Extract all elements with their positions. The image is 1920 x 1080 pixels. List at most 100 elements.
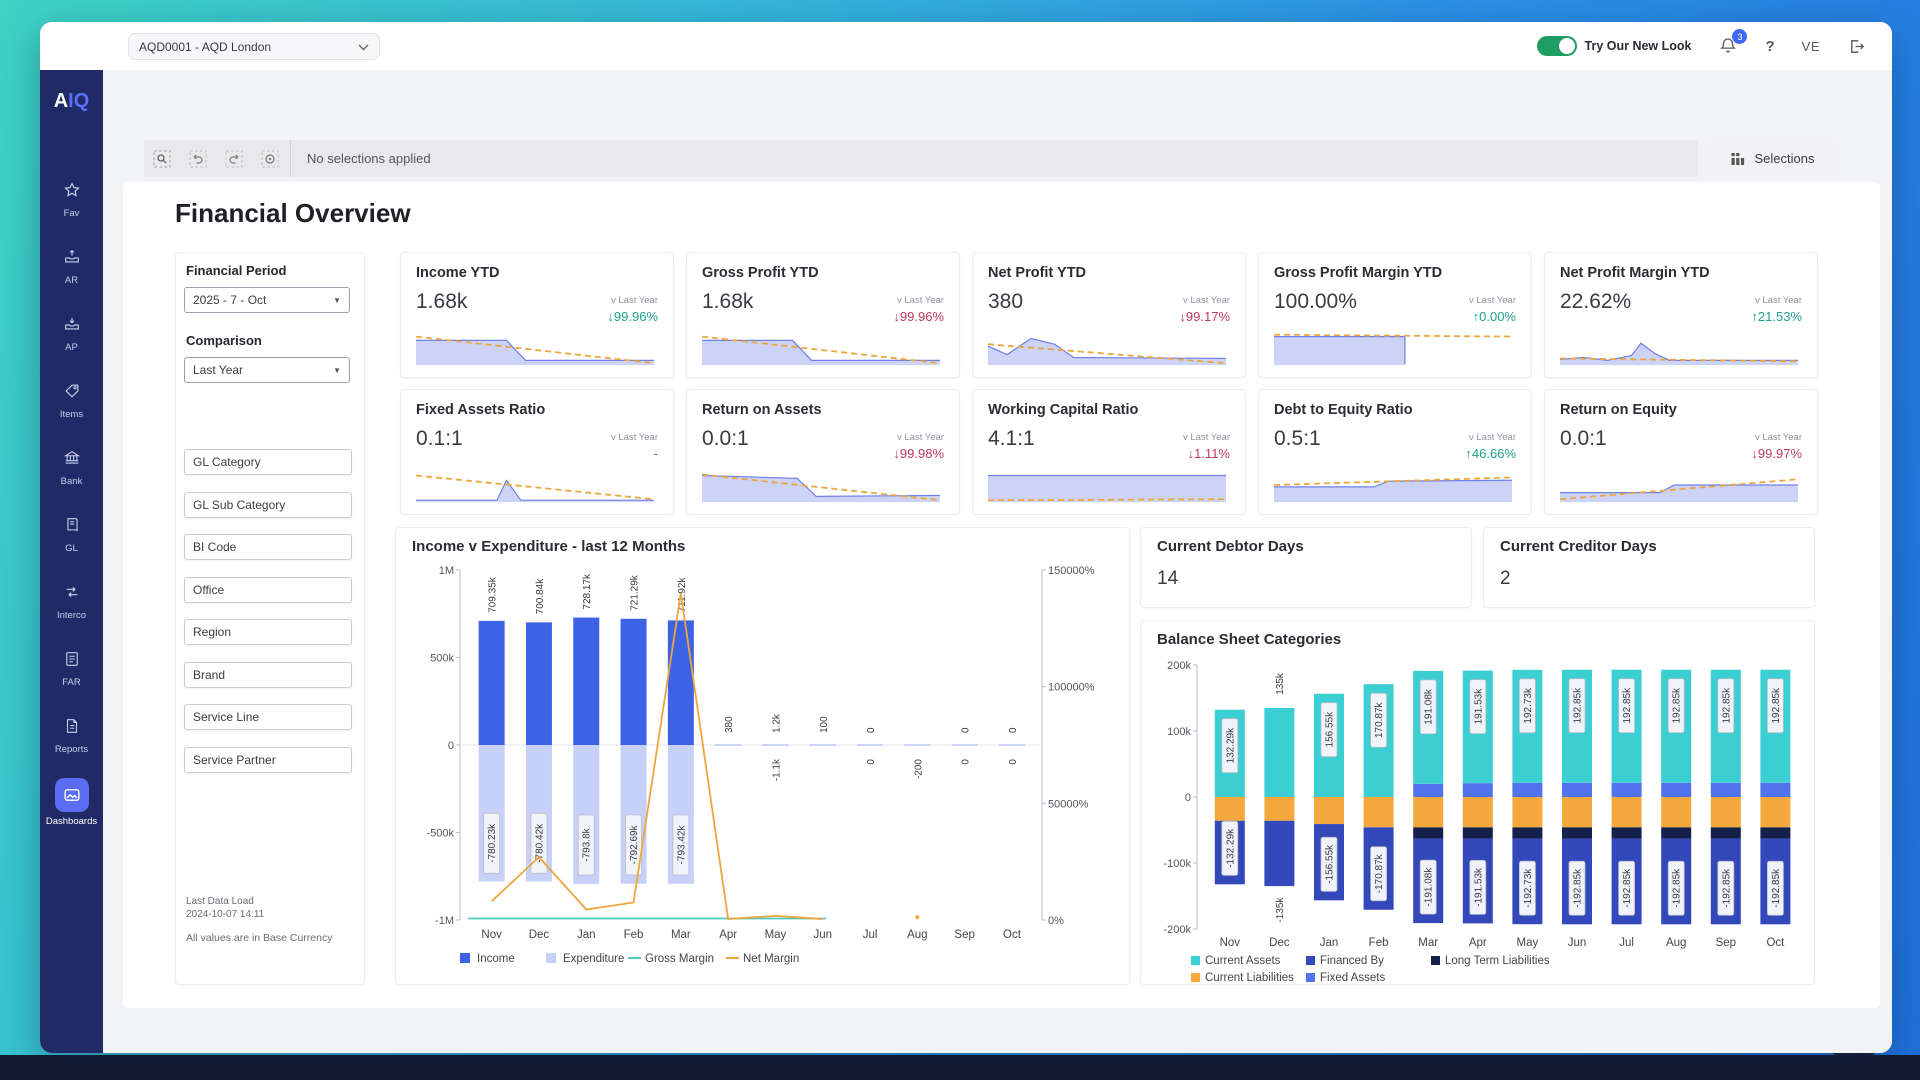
- svg-text:Oct: Oct: [1766, 937, 1785, 949]
- sidebar-item-reports[interactable]: Reports: [40, 702, 103, 769]
- svg-text:100: 100: [819, 716, 830, 733]
- svg-text:-192.73k: -192.73k: [1523, 868, 1534, 908]
- svg-text:200k: 200k: [1167, 660, 1191, 672]
- filter-service-partner[interactable]: Service Partner: [184, 746, 352, 773]
- notifications-button[interactable]: 3: [1718, 29, 1748, 56]
- balance-sheet-plot[interactable]: 200k 100k 0 -100k -200k 132.29k -132.29k Nov 135…: [1141, 651, 1816, 985]
- page-title: Financial Overview: [175, 198, 411, 228]
- chart-title: Balance Sheet Categories: [1157, 631, 1342, 648]
- comparison-select[interactable]: Last Year ▼: [184, 357, 350, 383]
- kpi-sparkline: [702, 329, 940, 366]
- svg-text:50000%: 50000%: [1048, 798, 1089, 810]
- kpi-sparkline: [1560, 466, 1798, 503]
- selections-button[interactable]: Selections: [1708, 140, 1836, 177]
- sidebar-item-bank[interactable]: Bank: [40, 434, 103, 501]
- new-look-toggle-group: Try Our New Look: [1536, 36, 1692, 56]
- svg-text:Jun: Jun: [813, 929, 832, 941]
- svg-text:Long Term Liabilities: Long Term Liabilities: [1445, 955, 1550, 967]
- filter-brand[interactable]: Brand: [184, 661, 352, 688]
- sidebar-item-ap[interactable]: AP: [40, 300, 103, 367]
- debtor-days-value: 14: [1157, 568, 1179, 589]
- svg-text:Aug: Aug: [907, 929, 927, 941]
- ap-tray-down-icon: [63, 315, 81, 338]
- svg-text:Sep: Sep: [954, 929, 974, 941]
- kpi-sparkline: [988, 329, 1226, 366]
- current-creditor-days-card: Current Creditor Days 2: [1483, 527, 1815, 608]
- clear-selections-button[interactable]: [252, 140, 288, 177]
- income-expenditure-plot[interactable]: 1M 500k 0 -500k -1M 150000% 100000% 50000% 0% 709…: [396, 564, 1131, 986]
- selections-grid-icon: [1731, 152, 1744, 165]
- filter-gl-sub-category[interactable]: GL Sub Category: [184, 491, 352, 518]
- sidebar-item-label: Interco: [56, 609, 87, 621]
- svg-text:Jul: Jul: [1619, 937, 1634, 949]
- help-button[interactable]: ?: [1765, 38, 1774, 55]
- svg-text:Dec: Dec: [529, 929, 550, 941]
- svg-text:728.17k: 728.17k: [582, 573, 593, 610]
- svg-text:-192.85k: -192.85k: [1721, 868, 1732, 908]
- filter-region[interactable]: Region: [184, 619, 352, 645]
- kpi-delta: ↓99.96%: [893, 309, 944, 324]
- kpi-net-profit-margin-ytd: Net Profit Margin YTD 22.62% v Last Year…: [1544, 252, 1818, 378]
- svg-text:-792.69k: -792.69k: [629, 824, 640, 864]
- last-data-load: Last Data Load 2024-10-07 14:11: [186, 896, 265, 920]
- sidebar-item-dashboards[interactable]: Dashboards: [40, 769, 103, 836]
- kpi-sparkline: [416, 466, 654, 503]
- sidebar-item-items[interactable]: Items: [40, 367, 103, 434]
- clear-icon: [261, 150, 279, 167]
- kpi-delta: ↓99.97%: [1751, 446, 1802, 461]
- company-selector-dropdown[interactable]: AQD0001 - AQD London: [128, 33, 380, 60]
- step-back-button[interactable]: [180, 140, 216, 177]
- sidebar-item-interco[interactable]: Interco: [40, 568, 103, 635]
- tag-icon: [63, 382, 81, 405]
- svg-text:Current Assets: Current Assets: [1205, 955, 1281, 967]
- sidebar-item-ar[interactable]: AR: [40, 233, 103, 300]
- report-document-icon: [63, 717, 81, 740]
- sidebar-item-label: Bank: [60, 475, 83, 487]
- svg-text:Aug: Aug: [1666, 937, 1686, 949]
- kpi-sparkline: [416, 329, 654, 366]
- app-logo: A IQ: [53, 89, 90, 112]
- income-expenditure-chart[interactable]: Income v Expenditure - last 12 Months 1M…: [395, 527, 1130, 985]
- smart-search-button[interactable]: [144, 140, 180, 177]
- filter-service-line[interactable]: Service Line: [184, 704, 352, 730]
- sidebar-item-far[interactable]: FAR: [40, 635, 103, 702]
- svg-text:Sep: Sep: [1716, 937, 1736, 949]
- svg-text:100k: 100k: [1167, 726, 1191, 738]
- sidebar-item-fav[interactable]: Fav: [40, 166, 103, 233]
- svg-text:-780.23k: -780.23k: [487, 823, 498, 863]
- svg-text:Jan: Jan: [1320, 937, 1339, 949]
- sidebar-item-label: Reports: [54, 743, 89, 755]
- svg-text:-192.85k: -192.85k: [1771, 868, 1782, 908]
- undo-icon: [189, 150, 207, 167]
- kpi-net-profit-ytd: Net Profit YTD 380 v Last Year ↓99.17%: [972, 252, 1246, 378]
- svg-text:0: 0: [1008, 759, 1019, 765]
- svg-text:721.29k: 721.29k: [630, 574, 641, 611]
- kpi-fixed-assets-ratio: Fixed Assets Ratio 0.1:1 v Last Year -: [400, 389, 674, 515]
- balance-sheet-chart[interactable]: Balance Sheet Categories 200k 100k 0 -100k -…: [1140, 620, 1815, 985]
- kpi-return-on-assets: Return on Assets 0.0:1 v Last Year ↓99.98…: [686, 389, 960, 515]
- sidebar-item-label: GL: [65, 542, 78, 554]
- svg-text:0: 0: [866, 727, 877, 733]
- svg-text:150000%: 150000%: [1048, 565, 1095, 577]
- svg-text:192.85k: 192.85k: [1771, 687, 1782, 724]
- svg-text:0: 0: [961, 759, 972, 765]
- logout-icon: [1851, 39, 1865, 53]
- filter-office[interactable]: Office: [184, 576, 352, 603]
- filter-bi-code[interactable]: BI Code: [184, 534, 352, 560]
- comparison-label: Comparison: [186, 333, 262, 348]
- sidebar-item-gl[interactable]: GL: [40, 501, 103, 568]
- step-forward-button[interactable]: [216, 140, 252, 177]
- sidebar-item-label: Items: [59, 408, 84, 420]
- filter-gl-category[interactable]: GL Category: [184, 449, 352, 475]
- kpi-gross-profit-margin-ytd: Gross Profit Margin YTD 100.00% v Last Y…: [1258, 252, 1532, 378]
- svg-text:-780.42k: -780.42k: [534, 823, 545, 863]
- user-menu-button[interactable]: VE: [1802, 39, 1820, 54]
- svg-text:Expenditure: Expenditure: [563, 953, 624, 965]
- financial-period-select[interactable]: 2025 - 7 - Oct ▼: [184, 287, 350, 313]
- selection-strip: No selections applied: [144, 140, 1698, 177]
- avatar: VE: [1801, 38, 1820, 54]
- selections-label: Selections: [1754, 151, 1815, 166]
- logout-button[interactable]: [1847, 37, 1866, 56]
- new-look-toggle[interactable]: [1536, 36, 1577, 56]
- new-look-toggle-label: Try Our New Look: [1584, 39, 1692, 53]
